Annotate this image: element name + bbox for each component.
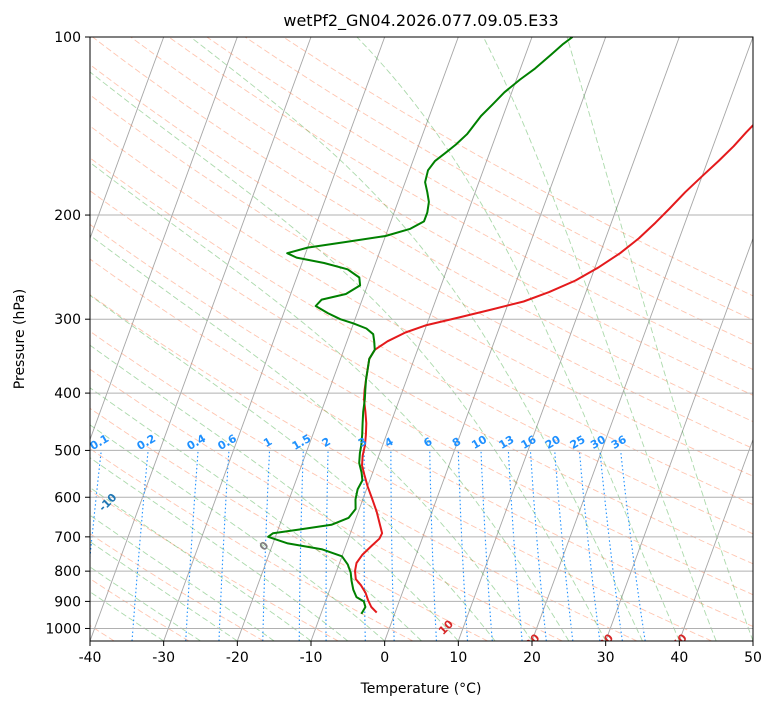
dry-adiabat-line (90, 489, 339, 641)
dry-adiabat-line (90, 533, 264, 641)
y-tick-label: 900 (54, 594, 81, 610)
isotherm-line (163, 37, 386, 641)
isotherm-line (90, 37, 165, 240)
dry-adiabat-line (282, 37, 753, 297)
moist-adiabat-line (90, 457, 349, 641)
y-tick-label: 100 (54, 30, 81, 46)
x-tick-label: 10 (449, 650, 467, 666)
isotherm-line (605, 237, 753, 641)
moist-adiabat-line (90, 591, 164, 641)
plot-frame (89, 36, 754, 642)
mixing-ratio-line (578, 450, 601, 641)
x-tick-label: 40 (670, 650, 688, 666)
x-axis: -40 -30 -20 -10 0 10 20 30 40 50 (79, 641, 762, 666)
x-axis-label: Temperature (°C) (360, 681, 482, 697)
x-tick-label: 50 (744, 650, 762, 666)
mixing-ratio-line (599, 450, 623, 641)
chart-title: wetPf2_GN04.2026.077.09.05.E33 (283, 11, 558, 31)
moist-adiabat-label: 20 (522, 631, 542, 651)
sounding-traces (267, 37, 753, 615)
isotherm-line (90, 37, 312, 641)
moist-adiabat-line (90, 514, 275, 641)
mixing-ratio-line (90, 450, 102, 563)
y-tick-label: 800 (54, 564, 81, 580)
pressure-grid (90, 37, 753, 629)
mixing-ratio-line (620, 450, 646, 641)
isotherm-line (531, 37, 753, 641)
dry-adiabat-line (90, 125, 753, 506)
dry-adiabat-line (168, 37, 753, 371)
mixing-ratio-line (529, 450, 547, 641)
dewpoint-trace (267, 37, 574, 615)
dry-adiabat-line (90, 190, 753, 565)
isotherm-line (310, 37, 533, 641)
isotherm-line (90, 37, 238, 441)
moist-adiabat-label: 30 (596, 631, 616, 651)
y-tick-label: 700 (54, 530, 81, 546)
y-tick-label: 500 (54, 443, 81, 459)
dry-adiabat-line (90, 64, 753, 449)
x-tick-label: -40 (79, 650, 102, 666)
moist-adiabat-line (90, 566, 201, 641)
x-tick-label: -10 (300, 650, 323, 666)
moist-adiabat-line (90, 541, 238, 641)
isotherm-line (384, 37, 607, 641)
moist-adiabat-line (90, 387, 422, 641)
isotherm-line (457, 37, 680, 641)
moist-adiabat-line (90, 424, 385, 641)
y-tick-label: 600 (54, 490, 81, 506)
moist-adiabat-line (356, 37, 680, 641)
moist-adiabat-line (190, 37, 643, 641)
moist-adiabat-line (90, 234, 533, 641)
y-tick-label: 1000 (45, 621, 81, 637)
dry-adiabat-line (130, 37, 753, 396)
moist-adiabat-line (566, 37, 753, 641)
moist-adiabat-label: 40 (670, 631, 690, 651)
reference-lines (90, 37, 753, 641)
moist-adiabat-line (90, 161, 570, 641)
y-axis-label: Pressure (hPa) (12, 289, 28, 389)
dry-adiabat-line (90, 294, 712, 641)
y-tick-label: 300 (54, 312, 81, 328)
x-tick-label: 30 (597, 650, 615, 666)
x-tick-label: 20 (523, 650, 541, 666)
y-tick-label: 400 (54, 386, 81, 402)
x-tick-label: 0 (380, 650, 389, 666)
moist-adiabat-line (90, 344, 459, 641)
x-tick-label: -20 (226, 650, 249, 666)
moist-adiabat-line (482, 37, 717, 641)
dry-adiabat-line (90, 448, 414, 641)
isotherm-line (678, 438, 753, 641)
dry-adiabat-line (90, 407, 488, 641)
dry-adiabat-line (206, 37, 753, 345)
dry-adiabat-line (90, 258, 753, 627)
dry-adiabat-line (90, 368, 563, 641)
y-axis: 100 200 300 400 500 600 700 800 900 1000 (45, 30, 90, 637)
moist-adiabat-line (90, 294, 496, 641)
y-tick-label: 200 (54, 208, 81, 224)
moist-adiabat-line (90, 71, 607, 641)
mixing-ratio-line (554, 450, 574, 641)
dry-adiabat-line (90, 157, 753, 535)
dry-adiabat-line (90, 94, 753, 477)
dry-adiabat-line (90, 223, 753, 596)
isotherm-line (236, 37, 459, 641)
dry-adiabat-line (92, 37, 753, 423)
x-tick-label: -30 (152, 650, 175, 666)
